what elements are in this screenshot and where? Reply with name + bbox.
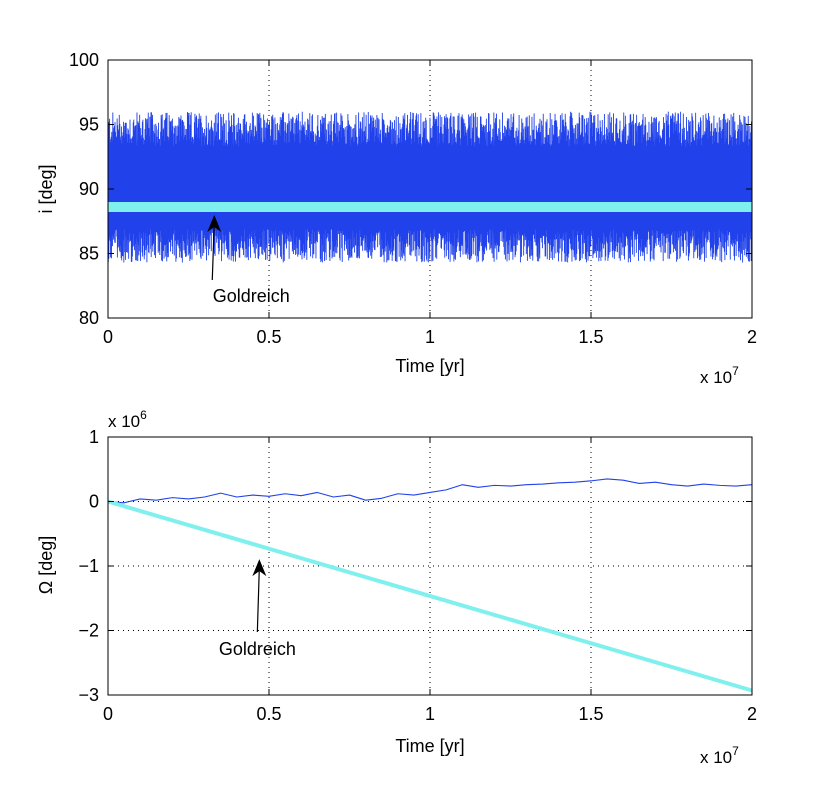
node-x-tick-label: 1.5 [578, 704, 603, 724]
node-annotation-arrow [256, 567, 260, 633]
inclination-y-tick-label: 80 [79, 308, 99, 328]
inclination-numerical-series [107, 111, 753, 263]
node-y-axis-label: Ω [deg] [36, 536, 56, 595]
node-numerical-series [107, 478, 753, 504]
node-x-tick-label: 0.5 [256, 704, 281, 724]
inclination-y-tick-label: 85 [79, 244, 99, 264]
node-annotation-text: Goldreich [219, 639, 296, 659]
node-x-tick-label: 2 [747, 704, 757, 724]
node-goldreich-line [107, 499, 753, 693]
inclination-annotation-arrow [211, 223, 215, 281]
node-annotation-arrowhead [252, 559, 267, 577]
inclination-x-tick-label: 1.5 [578, 327, 603, 347]
node-x-axis-label: Time [yr] [395, 736, 464, 756]
inclination-panel: 0 0.5 1 1.5 2 80 85 90 95 100 i [deg] Time [yr] x… [36, 50, 757, 387]
inclination-x-tick-label: 0.5 [256, 327, 281, 347]
node-axes-frame [107, 436, 753, 696]
node-y-tick-label: −1 [78, 556, 99, 576]
inclination-x-tick-label: 0 [103, 327, 113, 347]
inclination-annotation-text: Goldreich [213, 286, 290, 306]
inclination-x-multiplier: x 107 [700, 364, 739, 387]
inclination-y-tick-label: 95 [79, 115, 99, 135]
inclination-annotation-arrowhead [207, 215, 222, 233]
inclination-x-tick-label: 2 [747, 327, 757, 347]
node-y-multiplier: x 106 [108, 408, 147, 431]
inclination-x-tick-label: 1 [425, 327, 435, 347]
inclination-y-axis-label: i [deg] [36, 164, 56, 213]
inclination-y-tick-label: 90 [79, 179, 99, 199]
node-y-tick-label: 0 [89, 492, 99, 512]
node-x-tick-label: 1 [425, 704, 435, 724]
node-x-tick-label: 0 [103, 704, 113, 724]
inclination-x-axis-label: Time [yr] [395, 356, 464, 376]
node-longitude-panel: 0 0.5 1 1.5 2 −3 −2 −1 0 1 Ω [deg] Time [yr] x 10… [36, 408, 757, 767]
node-y-tick-label: 1 [89, 427, 99, 447]
inclination-y-tick-label: 100 [69, 50, 99, 70]
node-y-tick-label: −3 [78, 685, 99, 705]
node-x-multiplier: x 107 [700, 744, 739, 767]
node-y-tick-label: −2 [78, 621, 99, 641]
